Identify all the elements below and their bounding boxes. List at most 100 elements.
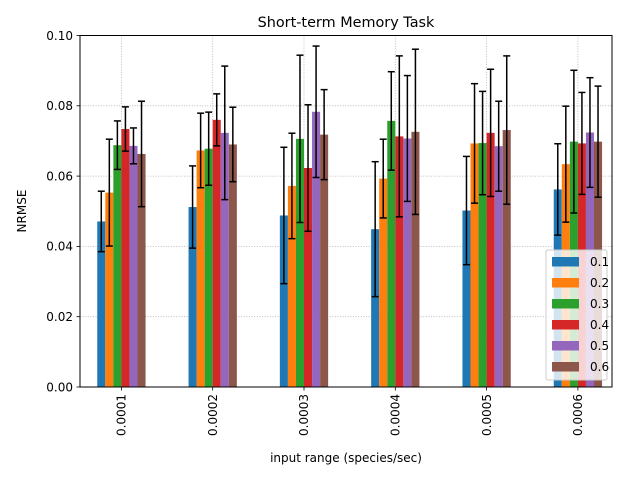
- error-bar: [503, 55, 511, 205]
- bar: [121, 128, 130, 387]
- bar: [502, 130, 511, 387]
- x-axis-label: input range (species/sec): [270, 451, 422, 465]
- error-bar: [304, 103, 312, 233]
- bar: [295, 138, 304, 387]
- error-bar: [562, 105, 570, 223]
- error-bar: [113, 120, 121, 171]
- error-bar: [312, 45, 320, 179]
- bar: [188, 207, 197, 387]
- bar: [462, 210, 471, 387]
- bar: [113, 145, 122, 387]
- y-axis-ticks: 0.00 0.02 0.04 0.06 0.08 0.10: [46, 29, 80, 394]
- bar: [312, 111, 321, 387]
- y-tick-label: 0.10: [46, 29, 73, 43]
- error-bar: [105, 138, 113, 247]
- error-bar: [395, 55, 403, 218]
- x-tick-label: 0.0006: [571, 394, 585, 436]
- bar: [279, 215, 288, 387]
- bar: [204, 148, 213, 387]
- x-tick-label: 0.0003: [297, 394, 311, 436]
- bar: [287, 185, 296, 387]
- legend-swatch: [552, 299, 579, 309]
- y-tick-label: 0.08: [46, 99, 73, 113]
- bar: [220, 132, 229, 387]
- legend-swatch: [552, 257, 579, 267]
- y-tick-label: 0.00: [46, 380, 73, 394]
- bar: [494, 146, 503, 387]
- error-bar: [121, 106, 129, 152]
- bar: [228, 144, 237, 387]
- y-tick-label: 0.06: [46, 169, 73, 183]
- error-bar: [379, 138, 387, 219]
- bar: [470, 143, 479, 387]
- bar: [320, 134, 329, 387]
- grid: [80, 35, 612, 388]
- error-bar: [411, 48, 419, 216]
- error-bar: [229, 106, 237, 183]
- error-bar: [97, 190, 105, 253]
- error-bar: [570, 69, 578, 214]
- legend-label: 0.2: [590, 276, 609, 290]
- legend-label: 0.1: [590, 255, 609, 269]
- error-bar: [487, 68, 495, 198]
- error-bar: [296, 54, 304, 224]
- error-bar: [320, 88, 328, 181]
- error-bar: [280, 146, 288, 285]
- legend-label: 0.5: [590, 339, 609, 353]
- y-axis-label: NRMSE: [15, 190, 29, 233]
- legend-label: 0.4: [590, 318, 609, 332]
- bar: [129, 145, 138, 387]
- legend-label: 0.3: [590, 297, 609, 311]
- bar: [137, 153, 146, 387]
- bar: [387, 120, 396, 388]
- bar: [395, 136, 404, 387]
- error-bar: [138, 100, 146, 208]
- error-bars: [97, 45, 602, 298]
- bar: [97, 221, 106, 387]
- x-axis-ticks: 0.0001 0.0002 0.0003 0.0004 0.0005 0.0006: [115, 387, 585, 436]
- error-bar: [471, 82, 479, 204]
- y-tick-label: 0.02: [46, 310, 73, 324]
- legend: 0.1 0.2 0.3 0.4 0.5 0.6: [545, 249, 609, 381]
- bar: [196, 150, 205, 387]
- bar: [304, 168, 313, 387]
- bars: [97, 111, 603, 388]
- legend-swatch: [552, 320, 579, 330]
- x-tick-label: 0.0005: [480, 394, 494, 436]
- error-bar: [371, 160, 379, 298]
- legend-swatch: [552, 278, 579, 288]
- bar: [486, 132, 495, 387]
- y-tick-label: 0.04: [46, 240, 73, 254]
- legend-label: 0.6: [590, 360, 609, 374]
- x-tick-label: 0.0001: [115, 394, 129, 436]
- bar: [403, 138, 412, 387]
- error-bar: [479, 90, 487, 196]
- chart-title: Short-term Memory Task: [258, 15, 435, 31]
- error-bar: [197, 112, 205, 189]
- bar: [411, 131, 420, 387]
- error-bar: [213, 93, 221, 147]
- error-bar: [578, 91, 586, 196]
- error-bar: [462, 155, 470, 266]
- x-tick-label: 0.0002: [206, 394, 220, 436]
- error-bar: [129, 127, 137, 165]
- bar: [379, 178, 388, 387]
- error-bar: [495, 100, 503, 192]
- error-bar: [288, 132, 296, 240]
- bar: [105, 192, 114, 387]
- error-bar: [594, 85, 602, 198]
- bar: [212, 119, 221, 388]
- bar: [478, 143, 487, 387]
- error-bar: [221, 65, 229, 201]
- legend-swatch: [552, 341, 579, 351]
- x-tick-label: 0.0004: [389, 394, 403, 436]
- error-bar: [387, 70, 395, 171]
- error-bar: [403, 74, 411, 203]
- error-bar: [189, 165, 197, 249]
- bar: [371, 229, 380, 387]
- plot-frame: [79, 35, 613, 388]
- error-bar: [205, 111, 213, 186]
- legend-swatch: [552, 362, 579, 372]
- error-bar: [586, 76, 594, 189]
